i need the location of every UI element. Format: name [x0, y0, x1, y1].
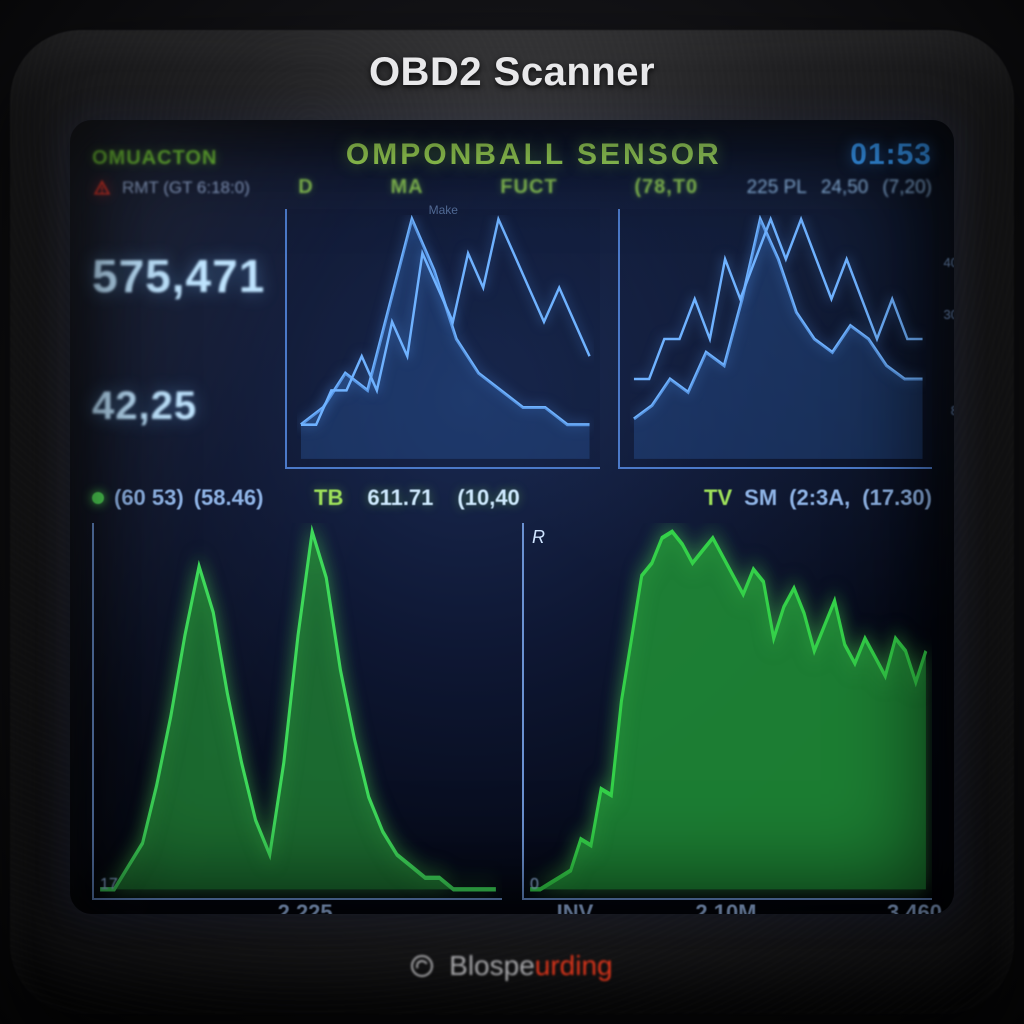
area-right-svg	[524, 523, 932, 898]
hdr-r-b: 24,50	[821, 177, 869, 199]
area-chart-left: 17 2,225	[92, 523, 502, 900]
row-top: 575,471 42,25 Make 40 30 8	[92, 209, 932, 469]
area-chart-right: R 0 INV 2.10M 3,460	[522, 523, 932, 900]
mini-r-yt-a: 40	[944, 255, 954, 270]
area-r-xc: 3,460	[887, 900, 942, 914]
mid-sm-b: (17.30)	[862, 485, 932, 511]
readout-secondary: 42,25	[92, 384, 267, 429]
clock-readout: 01:53	[850, 138, 932, 172]
brand-footer: Blospeurding	[0, 950, 1024, 982]
area-r-xa: INV	[557, 900, 594, 914]
mid-paren: (10,40	[457, 485, 519, 511]
mini-chart-right: 40 30 8	[618, 209, 933, 469]
mid-tb-value: 611.71	[367, 485, 433, 511]
brand-name-a: Blospe	[449, 950, 535, 981]
device-title: OBD2 Scanner	[0, 50, 1024, 95]
screen-subheader: RMT (GT 6:18:0) D MA FUCT (78,T0 225 PL …	[92, 176, 932, 199]
area-l-y0: 17	[100, 876, 118, 894]
row-mid: (60 53) (58.46) TB 611.71 (10,40 TV SM (…	[92, 485, 932, 511]
mid-tb-label: TB	[314, 485, 343, 511]
col-ma: MA	[390, 176, 423, 199]
subheader-right: 225 PL 24,50 (7,20)	[747, 177, 932, 199]
readout-primary: 575,471	[92, 249, 267, 303]
lcd-screen: OMUACTON OMPONBALL SENSOR 01:53 RMT (GT …	[70, 120, 954, 914]
numeric-readouts: 575,471 42,25	[92, 209, 267, 469]
mid-b: (58.46)	[194, 485, 264, 511]
area-left-svg	[94, 523, 502, 898]
mid-left-group: (60 53) (58.46)	[114, 485, 314, 511]
mini-right-svg	[630, 215, 927, 463]
subheader-left: RMT (GT 6:18:0)	[122, 178, 250, 198]
mid-right-group: TV SM (2:3A, (17.30)	[704, 485, 932, 511]
hdr-r-a: 225 PL	[747, 177, 807, 199]
screen-header: OMUACTON OMPONBALL SENSOR 01:53	[92, 138, 932, 172]
brand-name-b: urding	[535, 950, 613, 981]
column-headers: D MA FUCT (78,T0	[260, 176, 737, 199]
screen-title: OMPONBALL SENSOR	[231, 138, 836, 172]
mid-a: (60 53)	[114, 485, 184, 511]
mini-left-title: Make	[429, 203, 458, 217]
mini-r-yt-b: 30	[944, 307, 954, 322]
mini-r-yt-c: 8	[951, 403, 954, 418]
area-r-y0: 0	[530, 876, 539, 894]
brand-logo-icon	[411, 955, 433, 977]
area-l-xt: 2,225	[278, 900, 333, 914]
area-r-xb: 2.10M	[695, 900, 756, 914]
col-v: (78,T0	[634, 176, 698, 199]
status-dot-icon	[92, 492, 104, 504]
warning-icon	[92, 178, 112, 198]
row-bottom: 17 2,225 R 0 INV 2.10M 3,460	[92, 523, 932, 900]
area-r-ylabel: R	[532, 527, 545, 548]
mini-chart-left: Make	[285, 209, 600, 469]
mid-sm: SM	[744, 485, 777, 511]
mid-tv: TV	[704, 485, 732, 511]
mid-center-group: TB 611.71 (10,40	[314, 485, 704, 511]
col-d: D	[298, 176, 313, 199]
mid-sm-a: (2:3A,	[789, 485, 850, 511]
hdr-r-c: (7,20)	[882, 177, 932, 199]
mode-label: OMUACTON	[92, 147, 217, 170]
col-fuct: FUCT	[500, 176, 557, 199]
mini-left-svg	[297, 215, 594, 463]
